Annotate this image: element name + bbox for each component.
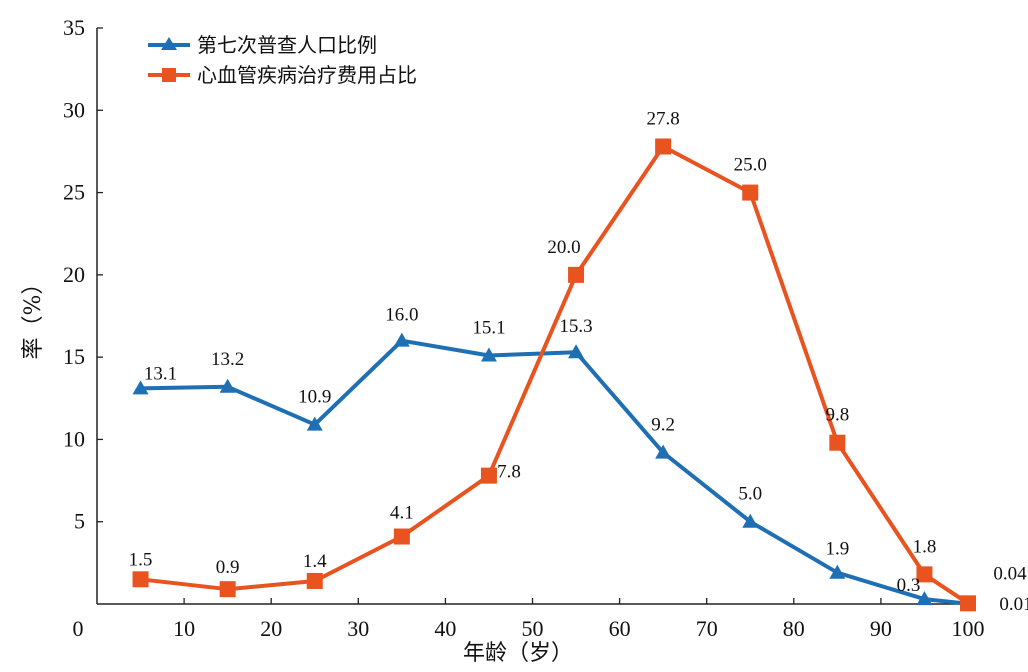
x-tick-label: 70 <box>696 616 718 641</box>
data-point-triangle <box>568 344 585 359</box>
y-tick-label: 10 <box>63 426 85 451</box>
data-point-square <box>916 566 933 583</box>
legend: 第七次普查人口比例 心血管疾病治疗费用占比 <box>148 33 417 87</box>
data-label: 15.3 <box>559 316 592 337</box>
data-label: 1.9 <box>825 539 849 560</box>
x-tick-label: 40 <box>434 616 456 641</box>
x-axis-title: 年龄（岁） <box>463 641 573 666</box>
data-label: 13.1 <box>144 363 177 384</box>
data-point-triangle <box>393 332 410 347</box>
data-label: 1.8 <box>913 536 937 557</box>
data-label: 1.4 <box>303 551 327 572</box>
legend-item-cost: 心血管疾病治疗费用占比 <box>148 63 417 87</box>
x-axis-ticks: 0 10 20 30 40 50 60 70 80 90 100 <box>73 598 985 641</box>
data-label: 9.2 <box>651 415 675 436</box>
data-label: 16.0 <box>385 305 418 326</box>
x-tick-label: 10 <box>173 616 195 641</box>
legend-marker-triangle <box>161 37 177 50</box>
data-label: 0.3 <box>897 575 921 596</box>
data-point-triangle <box>916 591 933 606</box>
legend-item-population: 第七次普查人口比例 <box>148 33 377 57</box>
x-tick-label: 30 <box>347 616 369 641</box>
series-line <box>140 338 969 606</box>
data-point-triangle <box>306 416 323 431</box>
x-tick-label: 60 <box>609 616 631 641</box>
data-point-triangle <box>132 380 149 395</box>
legend-label-cost: 心血管疾病治疗费用占比 <box>197 63 417 87</box>
data-point-square <box>219 581 236 598</box>
chart-axes <box>96 28 968 605</box>
data-point-square <box>960 595 976 612</box>
legend-label-population: 第七次普查人口比例 <box>197 33 377 57</box>
data-point-triangle <box>480 347 497 362</box>
series-cost <box>132 138 976 612</box>
x-tick-label: 20 <box>260 616 282 641</box>
y-tick-label: 30 <box>63 97 85 122</box>
data-point-triangle <box>219 378 236 393</box>
series-layer <box>132 138 976 612</box>
data-point-square <box>132 571 149 588</box>
y-tick-label: 35 <box>63 15 85 40</box>
data-point-square <box>655 138 672 155</box>
y-axis-ticks: 5 10 15 20 25 30 35 <box>63 15 103 534</box>
data-point-triangle <box>742 513 759 528</box>
data-label: 13.2 <box>211 349 244 370</box>
data-label: 0.01 <box>999 594 1028 615</box>
data-label: 1.5 <box>129 549 153 570</box>
data-label: 25.0 <box>734 155 767 176</box>
x-tick-label: 80 <box>783 616 805 641</box>
data-label: 5.0 <box>738 484 762 505</box>
y-tick-label: 15 <box>63 344 85 369</box>
data-point-square <box>568 266 585 283</box>
y-tick-label: 20 <box>63 262 85 287</box>
data-label: 0.9 <box>216 557 240 578</box>
data-point-square <box>742 184 759 201</box>
x-tick-label: 50 <box>522 616 544 641</box>
data-point-square <box>829 434 846 451</box>
data-label: 20.0 <box>547 237 580 258</box>
data-label: 0.04 <box>993 563 1027 584</box>
data-point-square <box>480 467 497 484</box>
data-labels-layer: 13.1 13.2 10.9 16.0 15.1 15.3 9.2 5.0 1.9 0.3 0.01… <box>129 108 1028 614</box>
y-axis-title: 率（%） <box>21 273 46 360</box>
legend-marker-square <box>162 68 176 82</box>
y-tick-label: 5 <box>74 509 85 534</box>
data-point-square <box>306 572 323 589</box>
data-point-triangle <box>829 564 846 579</box>
data-point-triangle <box>655 444 672 459</box>
data-label: 9.8 <box>825 405 849 426</box>
data-label: 7.8 <box>497 462 521 483</box>
data-label: 27.8 <box>647 108 680 129</box>
series-line <box>140 144 970 605</box>
x-tick-label: 90 <box>870 616 892 641</box>
x-tick-label: 100 <box>952 616 985 641</box>
y-tick-label: 25 <box>63 180 85 205</box>
data-label: 15.1 <box>472 317 505 338</box>
data-point-square <box>393 528 410 545</box>
data-label: 10.9 <box>298 387 331 408</box>
x-tick-label: 0 <box>73 616 84 641</box>
data-label: 4.1 <box>390 503 414 524</box>
series-population <box>132 332 976 610</box>
